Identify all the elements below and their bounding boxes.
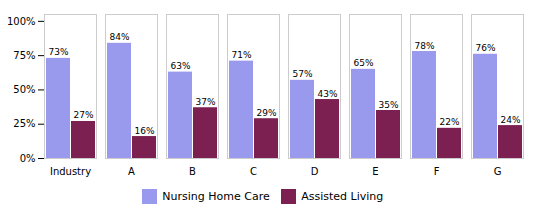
svg-text:76%: 76% [475, 43, 495, 53]
svg-text:27%: 27% [73, 110, 93, 120]
svg-text:C: C [250, 166, 257, 177]
svg-text:100%: 100% [7, 16, 36, 27]
svg-text:37%: 37% [195, 97, 215, 107]
svg-text:65%: 65% [353, 58, 373, 68]
svg-text:F: F [434, 166, 440, 177]
svg-text:73%: 73% [48, 47, 68, 57]
svg-text:22%: 22% [439, 117, 459, 127]
svg-text:75%: 75% [13, 50, 35, 61]
svg-text:25%: 25% [13, 118, 35, 129]
svg-text:29%: 29% [256, 108, 276, 118]
svg-text:35%: 35% [378, 100, 398, 110]
svg-text:B: B [189, 166, 196, 177]
svg-text:0%: 0% [20, 153, 36, 164]
svg-text:71%: 71% [231, 50, 251, 60]
svg-text:78%: 78% [414, 41, 434, 51]
svg-text:63%: 63% [170, 61, 190, 71]
svg-text:50%: 50% [13, 84, 35, 95]
svg-text:43%: 43% [317, 89, 337, 99]
html-text:Assisted Living: Assisted Living [301, 190, 384, 203]
svg-text:16%: 16% [134, 126, 154, 136]
svg-text:G: G [494, 166, 502, 177]
html-text:Nursing Home Care: Nursing Home Care [162, 190, 270, 203]
svg-text:A: A [128, 166, 135, 177]
svg-text:24%: 24% [500, 115, 520, 125]
svg-text:Industry: Industry [50, 166, 91, 177]
svg-text:57%: 57% [292, 69, 312, 79]
svg-text:E: E [372, 166, 378, 177]
svg-text:84%: 84% [109, 32, 129, 42]
svg-text:D: D [311, 166, 319, 177]
